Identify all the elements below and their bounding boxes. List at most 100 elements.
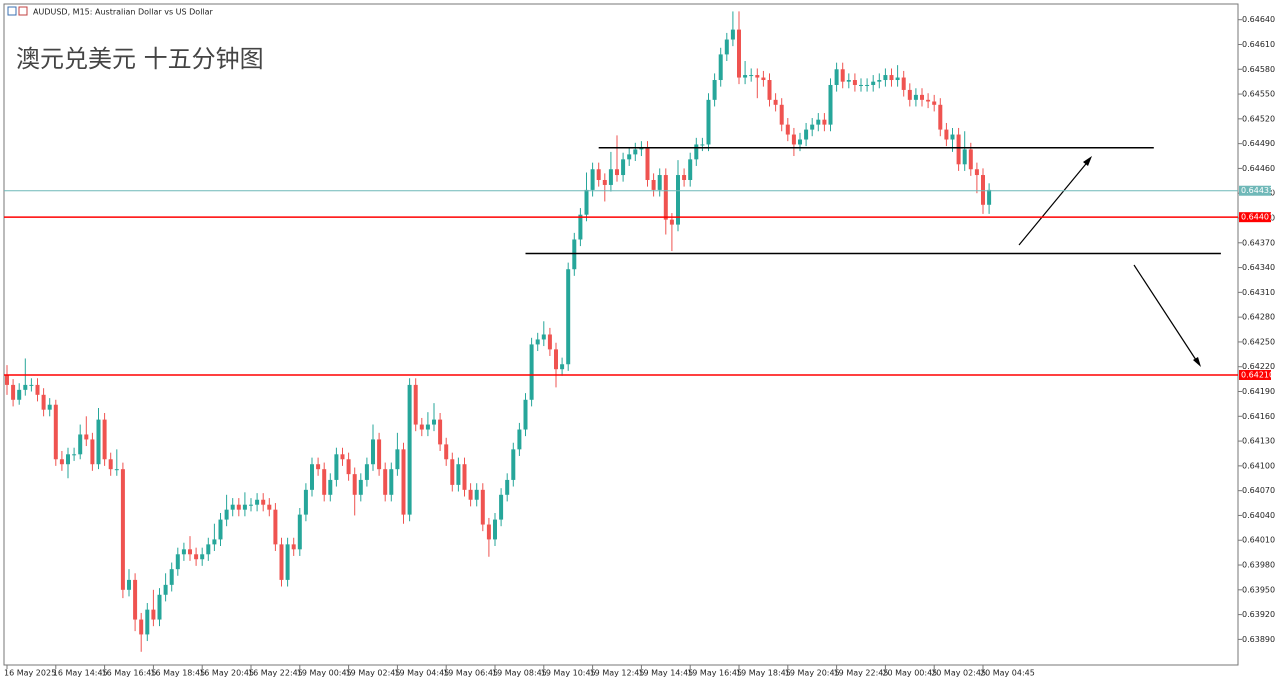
candle-body <box>486 524 491 540</box>
candle-body <box>11 384 16 400</box>
plot-frame <box>3 3 1239 666</box>
candle-body <box>700 144 705 146</box>
y-tick-label: 0.64550 <box>1242 90 1275 99</box>
candle-body <box>413 384 418 425</box>
candle-body <box>59 459 64 465</box>
candle-body <box>450 459 455 485</box>
candle-body <box>798 139 802 145</box>
candle-body <box>639 147 644 150</box>
candle-body <box>773 99 778 105</box>
candle-body <box>877 80 882 82</box>
y-tick-label: 0.63950 <box>1242 585 1275 594</box>
candle-body <box>316 464 321 470</box>
y-tick-label: 0.64640 <box>1242 15 1275 24</box>
candle-body <box>596 169 601 180</box>
candle-body <box>17 389 22 400</box>
x-tick-label: 16 May 16:45 <box>102 669 157 678</box>
candle-body <box>749 75 754 77</box>
y-tick-label: 0.64460 <box>1242 164 1275 173</box>
candle-body <box>913 94 918 100</box>
y-tick-label: 0.64370 <box>1242 238 1275 247</box>
candle-body <box>35 384 40 395</box>
candle-body <box>907 89 912 100</box>
candle-body <box>895 77 900 81</box>
candle-body <box>425 424 430 430</box>
y-tick-label: 0.64310 <box>1242 288 1275 297</box>
x-tick-label: 19 May 22:45 <box>834 669 889 678</box>
candle-body <box>41 394 46 410</box>
symbol-icon <box>7 6 28 16</box>
candle-body <box>401 449 406 515</box>
candle-body <box>358 479 363 495</box>
x-tick-label: 16 May 14:45 <box>53 669 108 678</box>
candle-body <box>273 509 278 545</box>
candle-body <box>633 149 638 155</box>
candle-body <box>340 454 345 460</box>
candle-body <box>822 119 827 125</box>
candle-body <box>755 75 760 78</box>
candle-body <box>120 469 125 590</box>
candle-body <box>926 99 931 102</box>
candle-body <box>53 404 58 460</box>
candle-body <box>816 119 821 125</box>
chart-title: 澳元兑美元 十五分钟图 <box>16 45 264 73</box>
candle-body <box>377 439 382 470</box>
candle-body <box>169 569 174 585</box>
candle-body <box>511 449 516 480</box>
x-tick-label: 20 May 04:45 <box>980 669 1035 678</box>
candle-body <box>645 147 650 180</box>
y-tick-label: 0.63980 <box>1242 561 1275 570</box>
y-tick-label: 0.64340 <box>1242 263 1275 272</box>
x-tick-label: 19 May 20:45 <box>785 669 840 678</box>
candle-body <box>224 509 229 520</box>
candle-body <box>462 464 467 490</box>
x-tick-label: 16 May 20:45 <box>199 669 254 678</box>
candle-body <box>297 514 302 550</box>
candle-body <box>572 239 577 270</box>
candle-body <box>810 124 815 130</box>
candle-body <box>438 419 443 445</box>
price-label-box <box>1239 185 1271 196</box>
candle-body <box>84 434 89 440</box>
candle-body <box>676 175 680 225</box>
y-tick-label: 0.63890 <box>1242 635 1275 644</box>
candle-body <box>590 169 595 190</box>
candle-body <box>261 499 266 505</box>
candle-body <box>108 459 113 470</box>
candle-body <box>920 94 924 100</box>
candle-body <box>578 214 583 240</box>
candle-body <box>310 464 314 490</box>
candle-body <box>828 84 833 125</box>
candle-body <box>883 75 888 81</box>
candle-body <box>779 104 784 125</box>
candle-body <box>602 179 607 185</box>
candle-body <box>188 549 192 555</box>
candle-body <box>279 544 284 580</box>
y-tick-label: 0.64190 <box>1242 387 1275 396</box>
candle-body <box>407 384 412 515</box>
candle-body <box>974 169 979 176</box>
candle-body <box>157 594 162 620</box>
candle-body <box>901 77 906 90</box>
candle-body <box>621 159 626 176</box>
candle-body <box>352 474 357 495</box>
price-label-box <box>1239 369 1271 380</box>
candle-body <box>889 75 894 81</box>
candle-body <box>859 84 863 86</box>
candle-body <box>181 549 186 555</box>
x-tick-label: 19 May 02:45 <box>346 669 401 678</box>
candle-body <box>322 469 327 495</box>
candle-body <box>529 344 534 400</box>
candle-body <box>981 175 985 205</box>
candle-body <box>419 424 424 430</box>
candle-body <box>968 149 973 170</box>
candle-body <box>371 439 375 465</box>
candle-body <box>468 489 473 500</box>
candle-body <box>334 454 339 480</box>
candle-body <box>102 419 107 460</box>
candle-body <box>218 519 223 540</box>
y-tick-label: 0.64160 <box>1242 412 1275 421</box>
candle-body <box>535 339 540 345</box>
y-tick-label: 0.64010 <box>1242 536 1275 545</box>
